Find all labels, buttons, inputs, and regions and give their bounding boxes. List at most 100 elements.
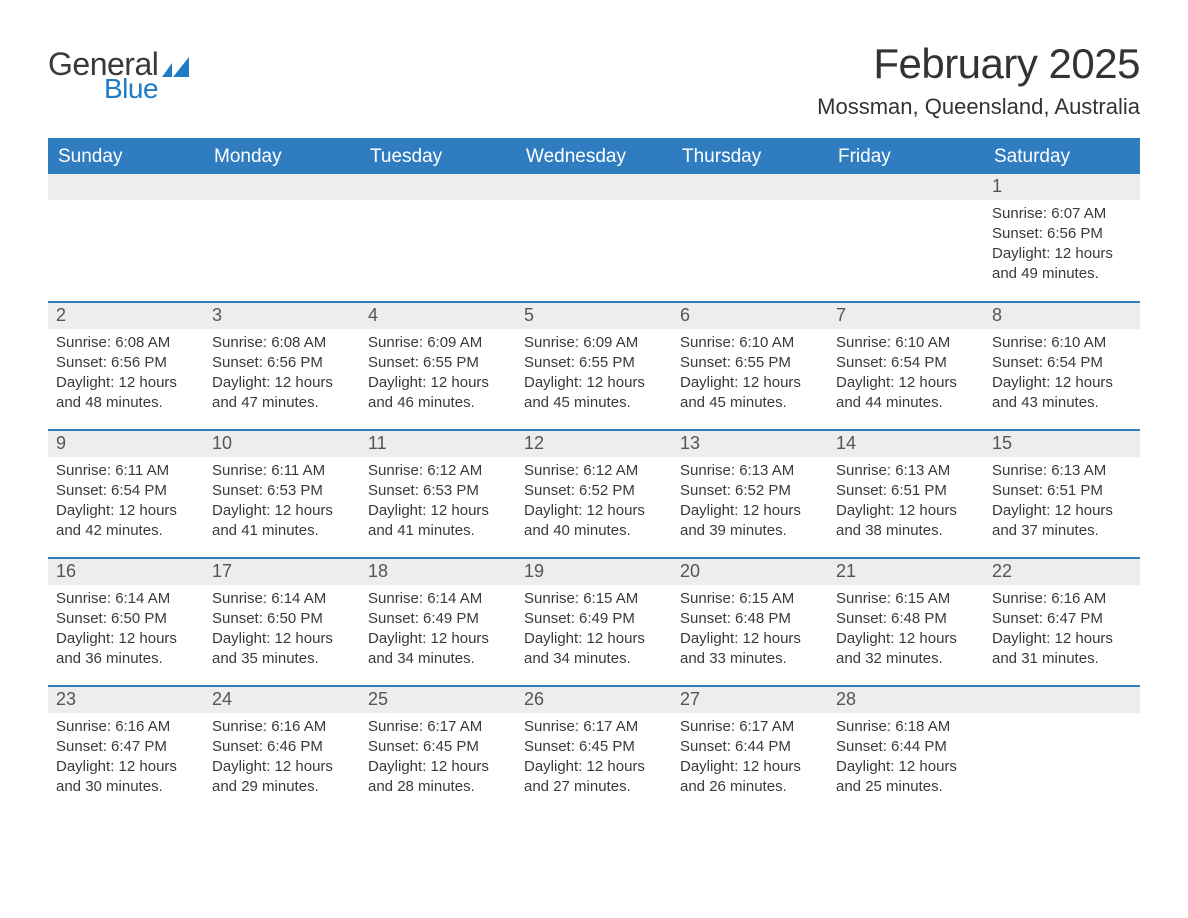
day-cell: 9Sunrise: 6:11 AMSunset: 6:54 PMDaylight…: [48, 430, 204, 558]
day-day2: and 39 minutes.: [680, 521, 820, 541]
day-cell: 22Sunrise: 6:16 AMSunset: 6:47 PMDayligh…: [984, 558, 1140, 686]
day-sunrise: Sunrise: 6:16 AM: [992, 589, 1132, 609]
day-details: Sunrise: 6:17 AMSunset: 6:44 PMDaylight:…: [672, 713, 828, 806]
day-sunset: Sunset: 6:55 PM: [368, 353, 508, 373]
day-day1: Daylight: 12 hours: [524, 373, 664, 393]
day-day1: Daylight: 12 hours: [992, 244, 1132, 264]
weekday-header: Sunday: [48, 139, 204, 174]
day-sunset: Sunset: 6:51 PM: [836, 481, 976, 501]
day-cell: 1Sunrise: 6:07 AMSunset: 6:56 PMDaylight…: [984, 174, 1140, 302]
day-details: Sunrise: 6:09 AMSunset: 6:55 PMDaylight:…: [516, 329, 672, 422]
day-details: Sunrise: 6:12 AMSunset: 6:52 PMDaylight:…: [516, 457, 672, 550]
day-day1: Daylight: 12 hours: [368, 757, 508, 777]
day-sunset: Sunset: 6:52 PM: [524, 481, 664, 501]
day-sunrise: Sunrise: 6:12 AM: [368, 461, 508, 481]
day-day2: and 25 minutes.: [836, 777, 976, 797]
day-cell: 6Sunrise: 6:10 AMSunset: 6:55 PMDaylight…: [672, 302, 828, 430]
day-details: Sunrise: 6:16 AMSunset: 6:47 PMDaylight:…: [48, 713, 204, 806]
day-cell: 5Sunrise: 6:09 AMSunset: 6:55 PMDaylight…: [516, 302, 672, 430]
day-day1: Daylight: 12 hours: [368, 373, 508, 393]
day-day2: and 28 minutes.: [368, 777, 508, 797]
day-number: [204, 174, 360, 200]
day-day2: and 49 minutes.: [992, 264, 1132, 284]
day-number: 3: [204, 303, 360, 329]
weekday-header: Tuesday: [360, 139, 516, 174]
day-sunrise: Sunrise: 6:17 AM: [368, 717, 508, 737]
day-cell: 8Sunrise: 6:10 AMSunset: 6:54 PMDaylight…: [984, 302, 1140, 430]
day-day1: Daylight: 12 hours: [992, 373, 1132, 393]
day-sunrise: Sunrise: 6:09 AM: [368, 333, 508, 353]
day-sunrise: Sunrise: 6:11 AM: [212, 461, 352, 481]
brand-word-2: Blue: [104, 73, 158, 105]
day-day1: Daylight: 12 hours: [680, 629, 820, 649]
day-day1: Daylight: 12 hours: [368, 501, 508, 521]
week-row: 16Sunrise: 6:14 AMSunset: 6:50 PMDayligh…: [48, 558, 1140, 686]
day-day1: Daylight: 12 hours: [992, 501, 1132, 521]
day-cell: 25 Sunrise: 6:17 AMSunset: 6:45 PMDayligh…: [360, 686, 516, 814]
day-day1: Daylight: 12 hours: [836, 757, 976, 777]
weekday-header: Friday: [828, 139, 984, 174]
calendar-table: Sunday Monday Tuesday Wednesday Thursday…: [48, 138, 1140, 814]
day-day2: and 36 minutes.: [56, 649, 196, 669]
day-sunrise: Sunrise: 6:16 AM: [212, 717, 352, 737]
day-sunset: Sunset: 6:44 PM: [836, 737, 976, 757]
day-sunrise: Sunrise: 6:13 AM: [836, 461, 976, 481]
week-row: 23Sunrise: 6:16 AMSunset: 6:47 PMDayligh…: [48, 686, 1140, 814]
day-sunset: Sunset: 6:49 PM: [368, 609, 508, 629]
day-day1: Daylight: 12 hours: [212, 629, 352, 649]
day-sunset: Sunset: 6:56 PM: [212, 353, 352, 373]
day-sunset: Sunset: 6:48 PM: [836, 609, 976, 629]
weekday-header: Wednesday: [516, 139, 672, 174]
day-details: Sunrise: 6:13 AMSunset: 6:51 PMDaylight:…: [828, 457, 984, 550]
day-day1: Daylight: 12 hours: [680, 757, 820, 777]
day-number: [516, 174, 672, 200]
day-sunset: Sunset: 6:45 PM: [368, 737, 508, 757]
day-cell: 27Sunrise: 6:17 AMSunset: 6:44 PMDayligh…: [672, 686, 828, 814]
day-day2: and 35 minutes.: [212, 649, 352, 669]
day-sunset: Sunset: 6:44 PM: [680, 737, 820, 757]
day-day2: and 48 minutes.: [56, 393, 196, 413]
day-day2: and 34 minutes.: [524, 649, 664, 669]
day-cell: 23Sunrise: 6:16 AMSunset: 6:47 PMDayligh…: [48, 686, 204, 814]
day-details: Sunrise: 6:14 AMSunset: 6:50 PMDaylight:…: [48, 585, 204, 678]
day-details: Sunrise: 6:08 AMSunset: 6:56 PMDaylight:…: [48, 329, 204, 422]
day-day2: and 31 minutes.: [992, 649, 1132, 669]
day-cell: [672, 174, 828, 302]
day-sunset: Sunset: 6:46 PM: [212, 737, 352, 757]
day-cell: 12Sunrise: 6:12 AMSunset: 6:52 PMDayligh…: [516, 430, 672, 558]
day-details: Sunrise: 6:14 AMSunset: 6:49 PMDaylight:…: [360, 585, 516, 678]
day-cell: 13Sunrise: 6:13 AMSunset: 6:52 PMDayligh…: [672, 430, 828, 558]
location-label: Mossman, Queensland, Australia: [817, 94, 1140, 120]
day-number: 26: [516, 687, 672, 713]
day-details: Sunrise: 6:10 AMSunset: 6:55 PMDaylight:…: [672, 329, 828, 422]
day-sunset: Sunset: 6:53 PM: [212, 481, 352, 501]
day-day1: Daylight: 12 hours: [836, 629, 976, 649]
day-day2: and 45 minutes.: [524, 393, 664, 413]
day-details: Sunrise: 6:14 AMSunset: 6:50 PMDaylight:…: [204, 585, 360, 678]
day-sunrise: Sunrise: 6:08 AM: [212, 333, 352, 353]
day-number: 8: [984, 303, 1140, 329]
day-number: 24: [204, 687, 360, 713]
day-day2: and 41 minutes.: [212, 521, 352, 541]
day-details: Sunrise: 6:08 AMSunset: 6:56 PMDaylight:…: [204, 329, 360, 422]
day-sunrise: Sunrise: 6:07 AM: [992, 204, 1132, 224]
day-number: 6: [672, 303, 828, 329]
day-sunrise: Sunrise: 6:13 AM: [992, 461, 1132, 481]
day-sunset: Sunset: 6:54 PM: [992, 353, 1132, 373]
day-day2: and 30 minutes.: [56, 777, 196, 797]
day-day2: and 34 minutes.: [368, 649, 508, 669]
day-sunset: Sunset: 6:56 PM: [992, 224, 1132, 244]
weekday-header: Thursday: [672, 139, 828, 174]
day-cell: 3Sunrise: 6:08 AMSunset: 6:56 PMDaylight…: [204, 302, 360, 430]
day-cell: [360, 174, 516, 302]
day-number: 25: [360, 687, 516, 713]
day-cell: 2Sunrise: 6:08 AMSunset: 6:56 PMDaylight…: [48, 302, 204, 430]
day-day2: and 38 minutes.: [836, 521, 976, 541]
day-sunrise: Sunrise: 6:17 AM: [524, 717, 664, 737]
week-row: 2Sunrise: 6:08 AMSunset: 6:56 PMDaylight…: [48, 302, 1140, 430]
weekday-header: Monday: [204, 139, 360, 174]
day-number: 27: [672, 687, 828, 713]
day-sunset: Sunset: 6:45 PM: [524, 737, 664, 757]
day-day2: and 26 minutes.: [680, 777, 820, 797]
day-day1: Daylight: 12 hours: [212, 501, 352, 521]
